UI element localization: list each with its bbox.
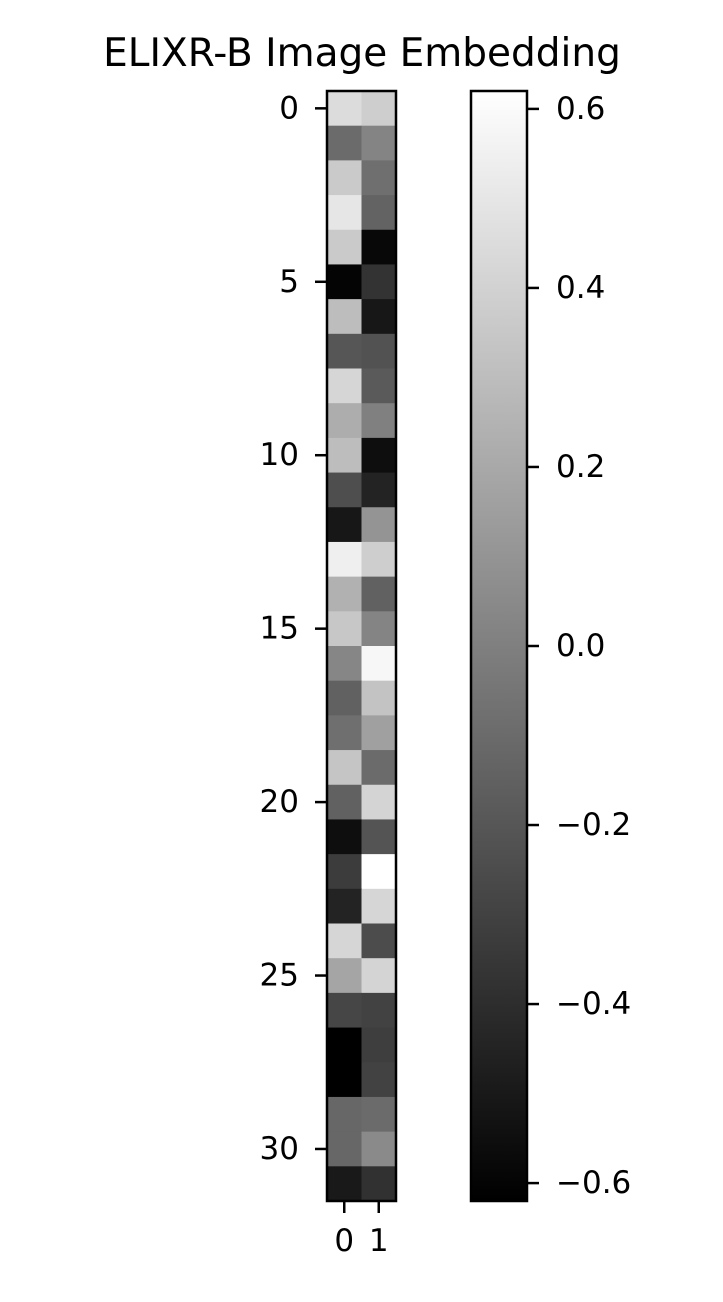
y-tick-label: 10 <box>260 437 299 473</box>
heatmap-cell <box>361 1166 397 1202</box>
heatmap-cell <box>327 750 362 786</box>
heatmap-cell <box>361 923 397 959</box>
heatmap-cell <box>361 333 397 369</box>
chart-title: ELIXR-B Image Embedding <box>103 31 621 76</box>
heatmap-cell <box>361 472 397 508</box>
heatmap-cell <box>361 368 397 404</box>
y-tick-label: 25 <box>260 958 299 994</box>
heatmap-cell <box>361 854 397 890</box>
heatmap-cell <box>361 507 397 543</box>
x-tick-label: 1 <box>369 1223 389 1259</box>
colorbar-tick-label: 0.6 <box>556 91 605 127</box>
colorbar-tick-label: 0.2 <box>556 449 605 485</box>
colorbar-tick-label: −0.2 <box>556 807 631 843</box>
heatmap-cell <box>361 91 397 127</box>
y-axis: 0 5 10 15 20 25 30 <box>260 90 327 1167</box>
colorbar-tick-label: −0.6 <box>556 1165 631 1201</box>
heatmap-cell <box>327 819 362 855</box>
heatmap-cell <box>361 750 397 786</box>
heatmap-cell <box>361 576 397 612</box>
heatmap-cell <box>361 715 397 751</box>
heatmap-cell <box>327 299 362 335</box>
heatmap-cell <box>361 1131 397 1167</box>
heatmap-cell <box>327 576 362 612</box>
heatmap-cell <box>327 125 362 161</box>
colorbar-tick-label: −0.4 <box>556 986 631 1022</box>
heatmap-cell <box>327 715 362 751</box>
heatmap-cell <box>361 264 397 300</box>
heatmap-cells <box>327 91 397 1202</box>
heatmap-cell <box>327 784 362 820</box>
heatmap-cell <box>327 1096 362 1133</box>
heatmap-cell <box>361 958 397 994</box>
heatmap-cell <box>361 160 397 196</box>
colorbar-axis: 0.6 0.4 0.2 0.0 −0.2 −0.4 −0.6 <box>527 91 631 1201</box>
heatmap-cell <box>361 437 397 474</box>
heatmap-cell <box>327 403 362 439</box>
heatmap-cell <box>361 299 397 335</box>
heatmap-cell <box>327 507 362 543</box>
heatmap-cell <box>327 888 362 924</box>
heatmap-cell <box>327 437 362 474</box>
heatmap-cell <box>327 1166 362 1202</box>
heatmap-cell <box>327 195 362 231</box>
heatmap-cell <box>361 229 397 265</box>
heatmap-cell <box>327 992 362 1029</box>
heatmap-cell <box>361 646 397 682</box>
heatmap-frame <box>325 89 398 1203</box>
heatmap-cell <box>327 646 362 682</box>
heatmap-cell <box>361 611 397 647</box>
heatmap-cell <box>327 264 362 300</box>
y-tick-label: 5 <box>279 264 299 300</box>
colorbar <box>469 89 529 1203</box>
heatmap-cell <box>361 784 397 820</box>
heatmap-cell <box>361 195 397 231</box>
heatmap-cell <box>327 854 362 890</box>
heatmap-cell <box>361 1062 397 1098</box>
heatmap-cell <box>327 611 362 647</box>
heatmap-cell <box>327 229 362 265</box>
y-tick-label: 0 <box>279 90 299 126</box>
heatmap-cell <box>327 1062 362 1098</box>
heatmap-cell <box>361 680 397 716</box>
heatmap-cell <box>327 160 362 196</box>
heatmap-cell <box>361 1096 397 1133</box>
heatmap-cell <box>327 541 362 578</box>
heatmap-cell <box>361 888 397 924</box>
heatmap-cell <box>327 680 362 716</box>
y-tick-label: 15 <box>260 611 299 647</box>
heatmap-cell <box>327 368 362 404</box>
heatmap-cell <box>327 923 362 959</box>
heatmap-cell <box>361 1027 397 1063</box>
heatmap-cell <box>327 91 362 127</box>
heatmap-cell <box>327 958 362 994</box>
heatmap-cell <box>361 403 397 439</box>
heatmap-cell <box>361 125 397 161</box>
y-tick-label: 20 <box>260 784 299 820</box>
colorbar-tick-label: 0.4 <box>556 270 605 306</box>
colorbar-tick-label: 0.0 <box>556 628 605 664</box>
heatmap-cell <box>361 992 397 1029</box>
x-tick-label: 0 <box>334 1223 354 1259</box>
heatmap-cell <box>327 1131 362 1167</box>
heatmap-cell <box>361 819 397 855</box>
heatmap-cell <box>327 333 362 369</box>
heatmap-cell <box>361 541 397 578</box>
y-tick-label: 30 <box>260 1131 299 1167</box>
heatmap-cell <box>327 1027 362 1063</box>
heatmap-cell <box>327 472 362 508</box>
